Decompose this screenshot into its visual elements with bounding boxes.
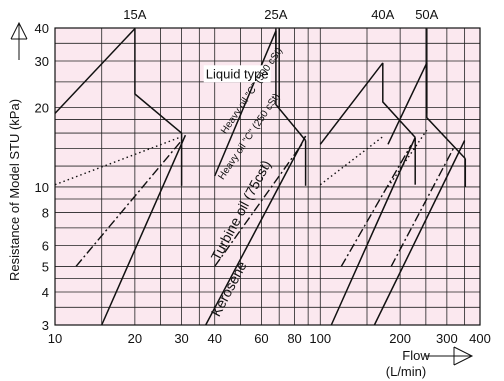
series-line: [134, 28, 183, 134]
series-line: [214, 30, 277, 177]
curve-label: Liquid type: [206, 66, 269, 81]
x-tick-label: 40: [207, 331, 221, 346]
x-axis-label: Flow: [402, 348, 430, 363]
series-line: [382, 62, 416, 138]
series-line: [330, 137, 416, 326]
x-axis-arrow-icon: [425, 346, 474, 366]
y-tick-labels: 3 4 5 6 8 10 20 30 40: [35, 21, 49, 333]
x-tick-label: 60: [254, 331, 268, 346]
y-tick-label: 6: [42, 239, 49, 254]
series-line: [275, 30, 307, 141]
series-line: [101, 134, 187, 326]
x-tick-label: 100: [309, 331, 331, 346]
curve-label-background: [203, 65, 271, 83]
y-tick-label: 8: [42, 206, 49, 221]
series-line: [319, 62, 384, 145]
y-tick-label: 20: [35, 100, 49, 115]
x-tick-label: 200: [389, 331, 411, 346]
series-line: [390, 146, 455, 267]
series-line: [214, 142, 304, 267]
plot-frame: [54, 27, 481, 326]
series-line: [340, 144, 412, 267]
series-line: [373, 140, 466, 326]
y-tick-label: 3: [42, 318, 49, 333]
y-tick-label: 30: [35, 54, 49, 69]
size-label: 15A: [123, 7, 146, 22]
y-tick-label: 4: [42, 285, 49, 300]
x-tick-label: 30: [174, 331, 188, 346]
series-line: [54, 136, 182, 186]
size-label: 25A: [264, 7, 287, 22]
x-tick-label: 300: [436, 331, 458, 346]
y-tick-label: 5: [42, 259, 49, 274]
size-labels: 15A 25A 40A 50A: [123, 7, 438, 22]
x-tick-labels: 10 20 30 40 60 80 100 200 300 400: [48, 331, 491, 346]
x-axis-unit: (L/min): [386, 364, 426, 379]
series-line: [54, 28, 136, 114]
y-tick-label: 40: [35, 21, 49, 36]
series-line: [387, 62, 428, 145]
x-tick-label: 400: [469, 331, 491, 346]
size-label: 40A: [371, 7, 394, 22]
x-tick-label: 80: [287, 331, 301, 346]
x-tick-label: 10: [48, 331, 62, 346]
y-axis-label: Resistance of Model STU (kPa): [7, 99, 22, 281]
series-layer: [54, 28, 467, 326]
y-axis-arrow-icon: [10, 21, 28, 60]
size-label: 50A: [415, 7, 438, 22]
series-line: [75, 140, 183, 267]
series-line: [205, 135, 307, 326]
y-tick-label: 10: [35, 180, 49, 195]
x-tick-label: 20: [128, 331, 142, 346]
